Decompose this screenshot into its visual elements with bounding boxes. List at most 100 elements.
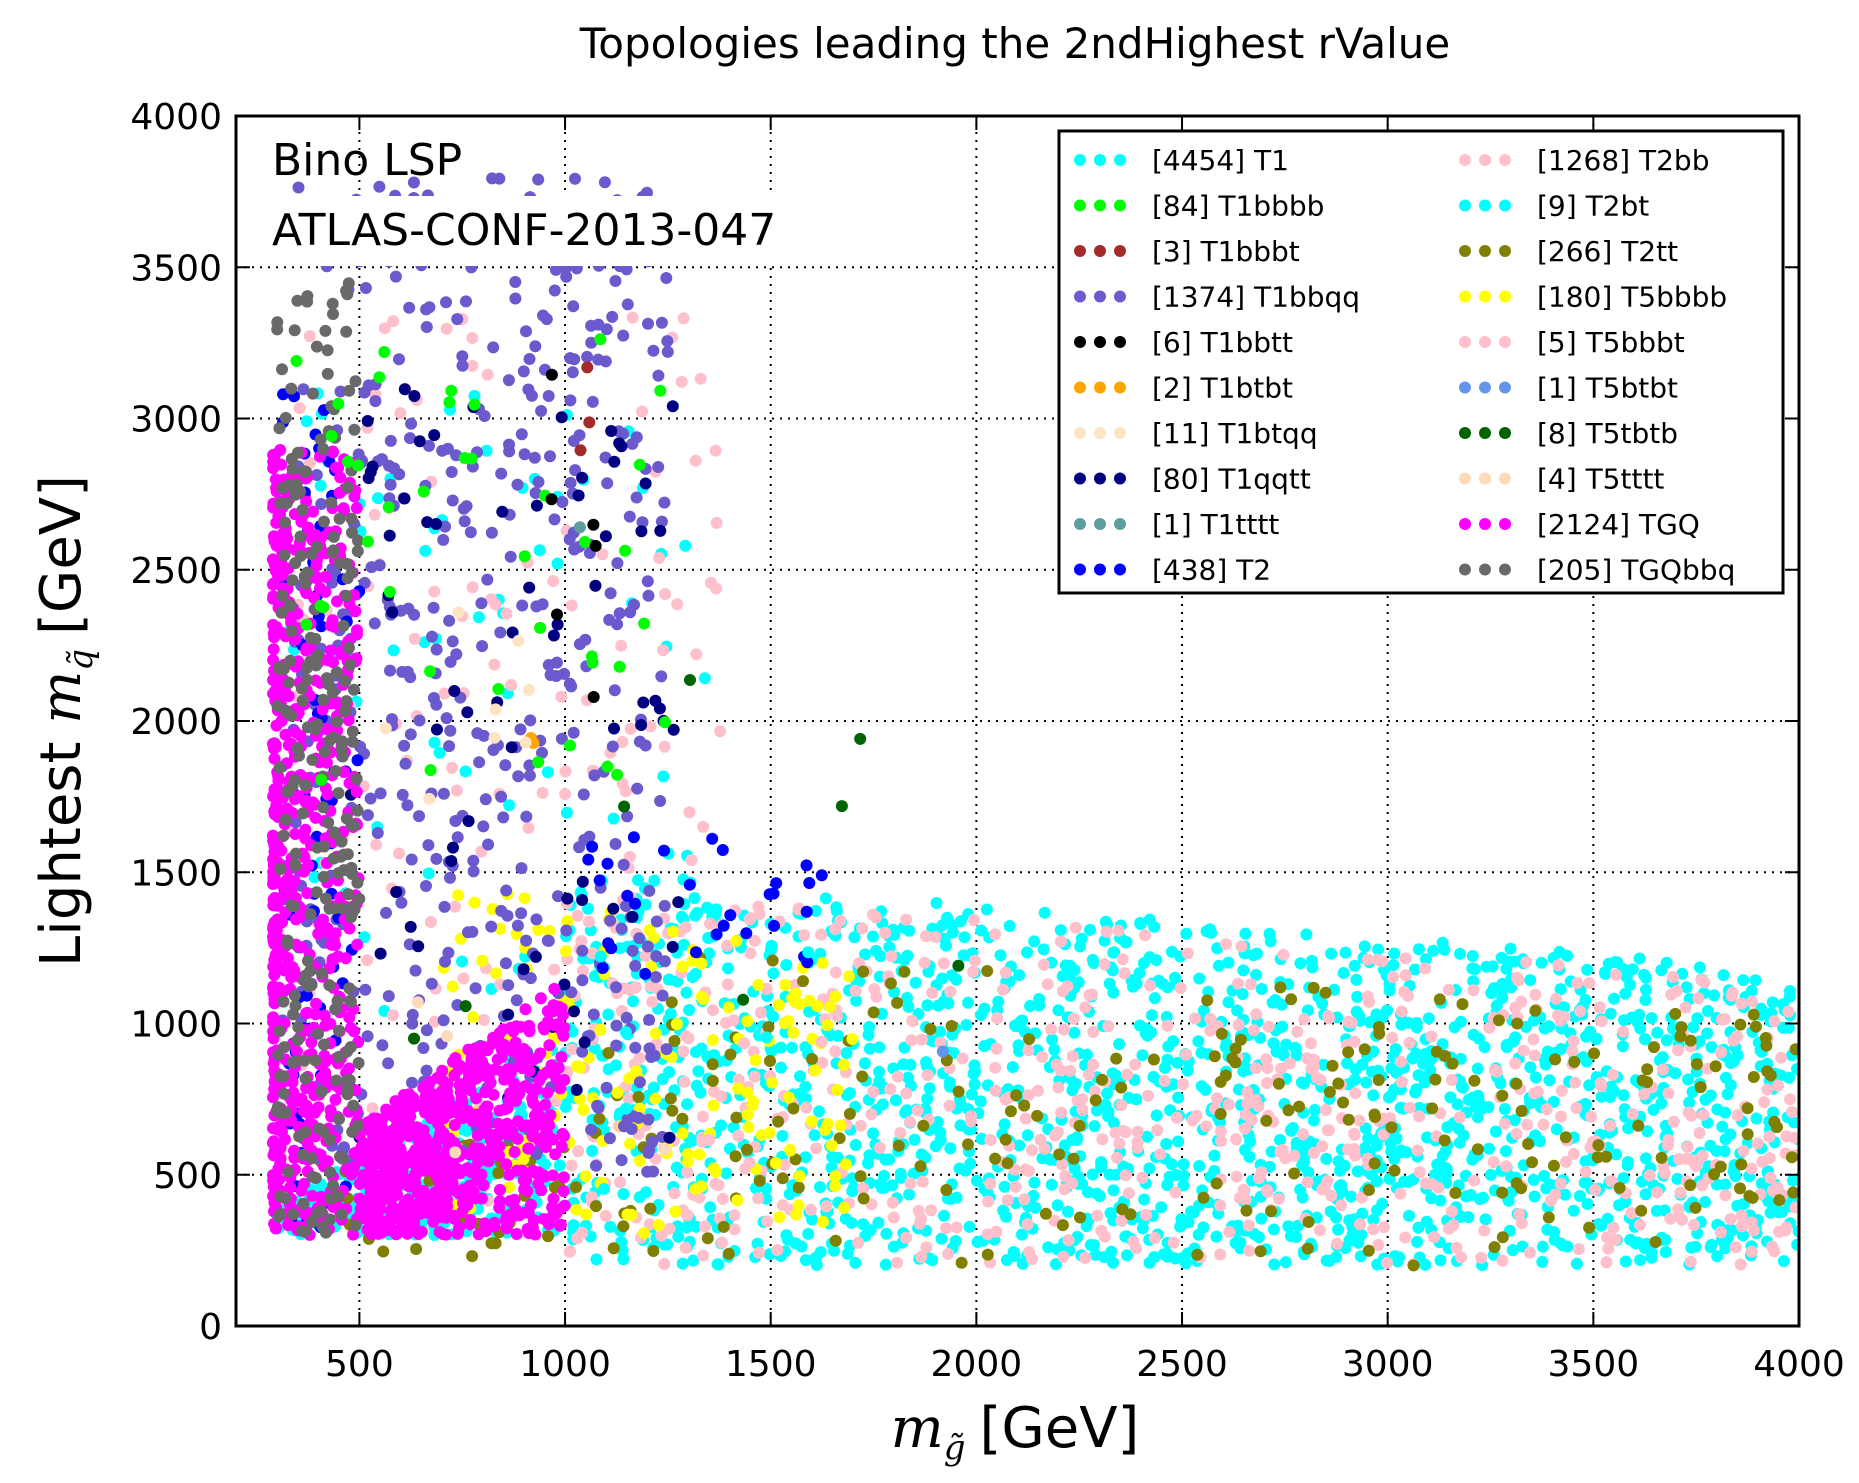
point-266-t2tt [989, 1152, 1002, 1165]
point-2124-tgq [321, 788, 334, 801]
point-266-t2tt [542, 1230, 554, 1243]
point-1374-t1bbqq [402, 602, 415, 615]
point-1268-t2bb [1662, 1134, 1675, 1147]
point-1268-t2bb [1569, 1076, 1582, 1089]
point-4454-t1 [1143, 1162, 1156, 1175]
point-1374-t1bbqq [438, 900, 451, 913]
point-180-t5bbbb [611, 1086, 624, 1099]
point-1268-t2bb [1021, 1218, 1034, 1231]
point-4454-t1 [1302, 1166, 1315, 1179]
point-4454-t1 [1573, 1190, 1586, 1202]
point-180-t5bbbb [792, 1199, 805, 1212]
point-4454-t1 [944, 1142, 957, 1155]
point-1268-t2bb [918, 956, 931, 969]
point-1374-t1bbqq [487, 744, 500, 756]
point-4454-t1 [1105, 1245, 1118, 1258]
point-266-t2tt [1468, 1074, 1481, 1087]
point-180-t5bbbb [707, 1162, 720, 1175]
point-1268-t2bb [1657, 1063, 1669, 1076]
point-4454-t1 [1634, 1254, 1647, 1266]
point-4454-t1 [1068, 1162, 1081, 1175]
point-1374-t1bbqq [609, 838, 622, 850]
point-1268-t2bb [1174, 982, 1187, 994]
point-180-t5bbbb [649, 1092, 662, 1105]
point-1374-t1bbqq [626, 944, 639, 957]
point-1374-t1bbqq [541, 934, 554, 947]
point-4454-t1 [1148, 920, 1161, 933]
point-1374-t1bbqq [556, 496, 569, 508]
point-266-t2tt [1407, 1259, 1420, 1272]
point-1374-t1bbqq [613, 607, 626, 620]
point-180-t5bbbb [577, 1103, 590, 1116]
point-1268-t2bb [915, 1033, 928, 1046]
point-4454-t1 [559, 1100, 572, 1113]
point-4454-t1 [1639, 1033, 1651, 1046]
point-4454-t1 [1275, 998, 1288, 1011]
point-80-t1qqtt [398, 383, 411, 396]
point-4454-t1 [1791, 1238, 1799, 1251]
point-1268-t2bb [887, 1211, 900, 1224]
point-4454-t1 [1496, 977, 1509, 990]
point-1374-t1bbqq [497, 811, 510, 824]
point-80-t1qqtt [578, 1036, 591, 1049]
point-1268-t2bb [1071, 1094, 1084, 1107]
point-4454-t1 [845, 1216, 858, 1229]
point-266-t2tt [647, 1245, 660, 1257]
point-4454-t1 [1138, 1193, 1151, 1206]
point-4454-t1 [1234, 1236, 1247, 1249]
point-1268-t2bb [915, 1212, 928, 1225]
point-1268-t2bb [466, 332, 479, 344]
point-4454-t1 [1717, 969, 1730, 982]
point-1374-t1bbqq [482, 838, 495, 851]
point-4454-t1 [1783, 1071, 1795, 1084]
point-4454-t1 [468, 389, 481, 402]
point-4454-t1 [1431, 1158, 1444, 1171]
point-1268-t2bb [1113, 1137, 1126, 1150]
point-1374-t1bbqq [569, 172, 581, 185]
point-1268-t2bb [1446, 1074, 1458, 1086]
point-2124-tgq [510, 1228, 523, 1240]
point-1268-t2bb [1583, 977, 1596, 990]
point-266-t2tt [1260, 1114, 1273, 1127]
point-1374-t1bbqq [481, 573, 494, 586]
point-4454-t1 [1267, 1223, 1280, 1236]
point-1374-t1bbqq [384, 434, 397, 447]
point-1268-t2bb [1367, 1223, 1380, 1236]
point-1268-t2bb [1735, 997, 1748, 1010]
point-1268-t2bb [387, 315, 400, 328]
point-4454-t1 [1498, 1103, 1511, 1115]
point-438-t2 [605, 942, 618, 955]
point-266-t2tt [945, 1020, 958, 1032]
point-1268-t2bb [905, 1034, 918, 1047]
point-4454-t1 [870, 944, 882, 957]
point-266-t2tt [806, 1053, 818, 1065]
point-4454-t1 [1509, 1031, 1522, 1044]
point-4454-t1 [586, 1144, 599, 1157]
point-4454-t1 [1103, 1168, 1116, 1181]
point-1268-t2bb [716, 1236, 728, 1249]
point-266-t2tt [701, 1232, 714, 1245]
point-4454-t1 [704, 1201, 717, 1214]
point-4454-t1 [1250, 947, 1263, 960]
point-1268-t2bb [968, 954, 981, 967]
point-266-t2tt [898, 965, 911, 978]
point-2124-tgq [270, 719, 283, 732]
point-266-t2tt [664, 1092, 677, 1105]
point-1268-t2bb [920, 930, 932, 943]
point-1374-t1bbqq [443, 614, 456, 627]
point-4454-t1 [661, 1238, 674, 1251]
point-266-t2tt [1773, 1194, 1786, 1207]
point-4454-t1 [1146, 1009, 1158, 1022]
point-4454-t1 [942, 997, 955, 1010]
point-1268-t2bb [1305, 1062, 1318, 1075]
point-1268-t2bb [1098, 1230, 1111, 1243]
point-1268-t2bb [1325, 1189, 1338, 1202]
point-2124-tgq [267, 643, 280, 656]
point-1268-t2bb [457, 972, 470, 985]
point-4454-t1 [1541, 1045, 1554, 1058]
point-180-t5bbbb [793, 1170, 806, 1183]
point-266-t2tt [1074, 1211, 1086, 1224]
point-4454-t1 [1150, 1109, 1163, 1122]
point-180-t5bbbb [811, 1000, 824, 1013]
point-1374-t1bbqq [520, 934, 533, 947]
